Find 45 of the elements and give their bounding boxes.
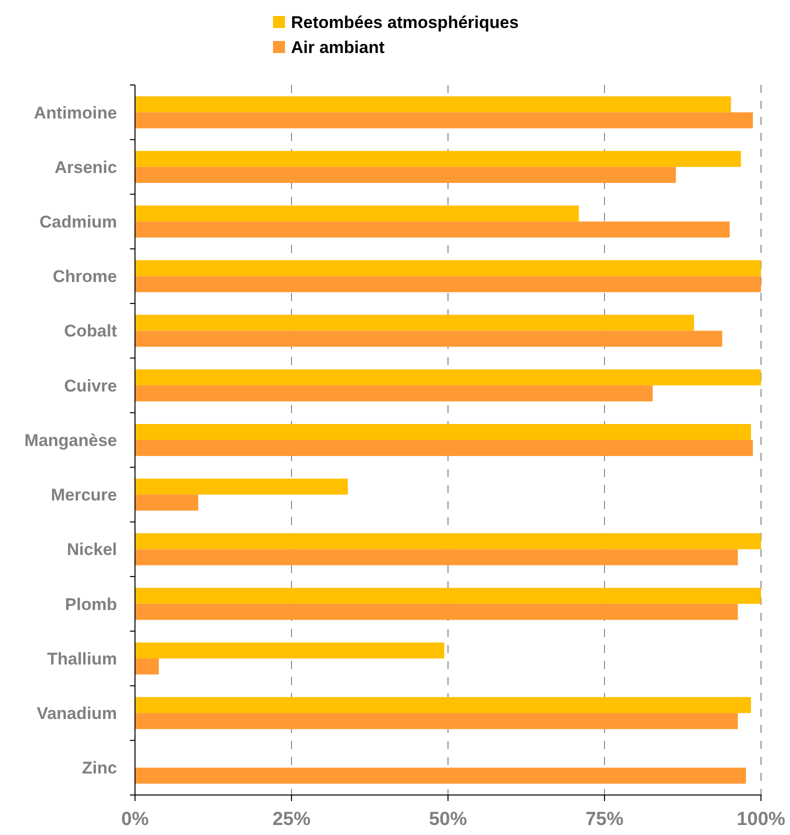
y-tick-label: Arsenic <box>54 158 117 177</box>
bar <box>135 166 676 183</box>
y-tick-label: Chrome <box>52 267 117 286</box>
y-tick-label: Cuivre <box>64 376 117 396</box>
bar <box>135 112 753 128</box>
y-tick-label: Plomb <box>65 594 117 614</box>
x-tick-label: 75% <box>585 808 624 830</box>
bar <box>135 424 751 440</box>
bar <box>135 604 738 620</box>
y-tick-label: Nickel <box>66 540 117 560</box>
bar <box>135 658 159 674</box>
y-tick-label: Manganèse <box>24 430 117 450</box>
x-tick-label: 0% <box>121 808 149 830</box>
x-tick-label: 100% <box>736 808 786 830</box>
bar <box>135 549 738 566</box>
bar <box>135 713 738 730</box>
bar <box>135 260 761 276</box>
bar <box>135 588 761 604</box>
legend-label: Retombées atmosphériques <box>291 12 519 32</box>
bar <box>135 314 694 331</box>
bar <box>135 96 731 112</box>
bar <box>135 642 444 658</box>
bar <box>135 222 730 238</box>
bar <box>135 494 198 511</box>
bar <box>135 533 761 550</box>
bar <box>135 276 761 292</box>
y-tick-label: Mercure <box>50 486 117 505</box>
y-tick-label: Cobalt <box>64 322 118 341</box>
y-tick-label: Zinc <box>82 758 117 778</box>
y-tick-label: Thallium <box>47 649 117 668</box>
y-tick-label: Antimoine <box>34 103 117 122</box>
x-tick-label: 50% <box>428 808 468 830</box>
x-tick-label: 25% <box>272 808 311 830</box>
legend-label: Air ambiant <box>291 38 385 57</box>
bar <box>135 369 761 386</box>
bar <box>135 440 753 456</box>
bar <box>135 768 746 784</box>
bar <box>135 697 751 714</box>
bar <box>135 150 741 167</box>
bar <box>135 330 722 347</box>
bar <box>135 478 348 495</box>
y-tick-label: Vanadium <box>36 704 117 724</box>
y-tick-label: Cadmium <box>40 212 117 232</box>
bar <box>135 206 579 222</box>
bar <box>135 385 653 402</box>
